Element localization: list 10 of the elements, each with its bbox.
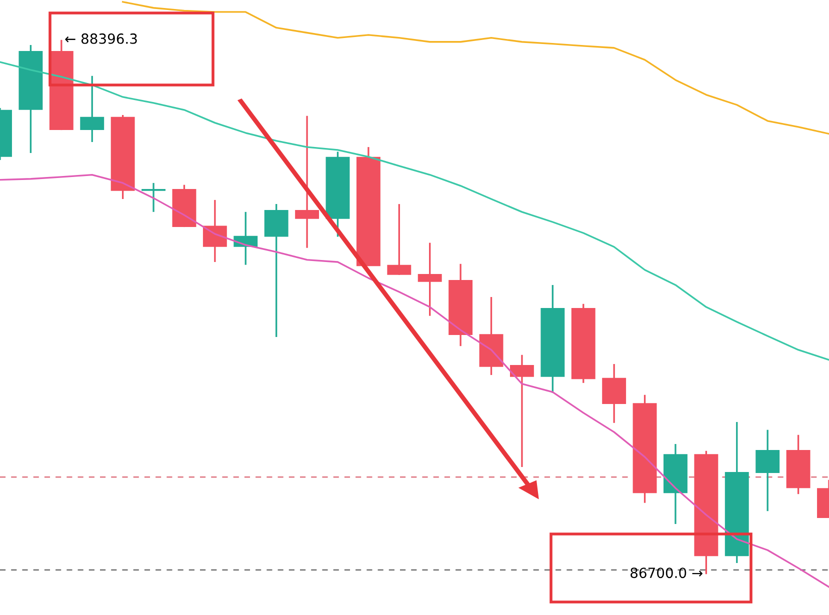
candlestick — [295, 115, 320, 249]
candlestick — [202, 199, 227, 263]
candlestick — [142, 182, 166, 213]
candlestick — [80, 75, 104, 143]
candlestick — [756, 429, 780, 512]
candlestick — [387, 203, 412, 276]
candlestick — [510, 354, 534, 468]
candlestick — [418, 242, 442, 317]
annotation: ← 88396.3 — [65, 33, 137, 44]
annotation: 86700.0 → — [630, 568, 702, 578]
